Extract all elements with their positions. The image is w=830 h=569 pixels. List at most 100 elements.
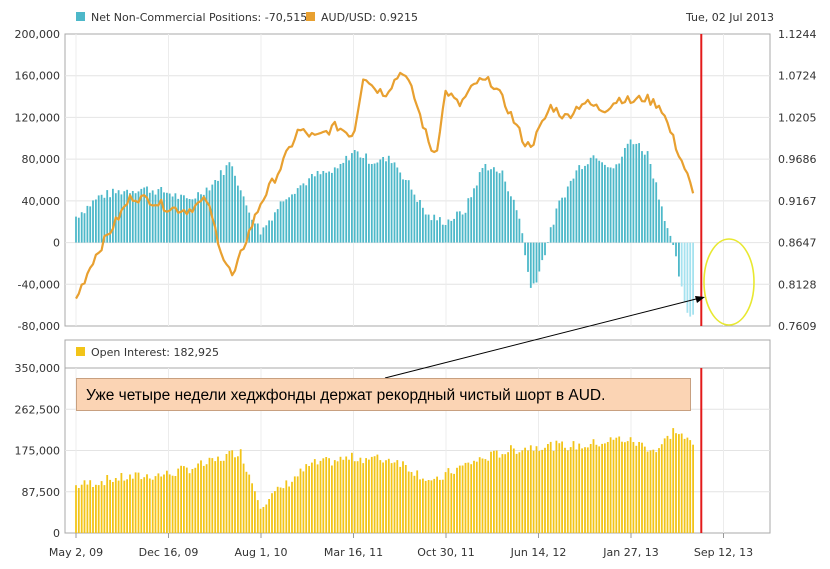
net-position-bar xyxy=(123,191,126,243)
oi-tick-label: 350,000 xyxy=(15,362,61,375)
y-tick-label: 200,000 xyxy=(15,28,61,41)
net-position-bar xyxy=(205,187,208,243)
net-position-bar xyxy=(208,190,211,243)
net-position-bar xyxy=(424,214,427,243)
net-position-bar xyxy=(441,224,444,243)
open-interest-bar xyxy=(333,460,336,533)
net-position-bar xyxy=(177,198,180,243)
open-interest-bar xyxy=(621,441,623,533)
net-position-bar xyxy=(308,178,310,243)
net-position-bar xyxy=(126,189,128,243)
open-interest-bar xyxy=(649,450,652,533)
open-interest-bar xyxy=(609,437,612,533)
net-position-bar xyxy=(80,212,83,243)
net-position-bar xyxy=(393,162,396,243)
open-interest-bar xyxy=(635,445,638,533)
open-interest-bar xyxy=(163,474,165,533)
open-interest-bar xyxy=(166,470,168,533)
open-interest-bar xyxy=(296,476,299,533)
open-interest-bar xyxy=(595,444,598,533)
open-interest-bar xyxy=(535,446,538,533)
open-interest-bar xyxy=(382,462,384,533)
open-interest-bar xyxy=(97,485,100,533)
net-position-bar xyxy=(584,165,586,243)
net-position-bar xyxy=(92,200,94,243)
net-position-bar xyxy=(475,185,478,243)
open-interest-bar xyxy=(103,485,106,533)
net-position-bar xyxy=(316,171,319,243)
net-position-bar xyxy=(202,194,205,243)
x-tick-label: Jun 14, 12 xyxy=(510,546,567,559)
open-interest-bar xyxy=(331,465,333,533)
open-interest-bar xyxy=(114,478,117,533)
net-position-bar xyxy=(641,151,643,243)
net-position-bar xyxy=(302,183,305,243)
net-position-bar xyxy=(456,211,458,243)
net-position-bar xyxy=(569,180,572,243)
open-interest-bar xyxy=(217,456,219,533)
net-position-bar xyxy=(666,228,669,243)
net-position-bar xyxy=(413,194,416,243)
net-position-bar xyxy=(325,172,328,243)
net-position-bar xyxy=(296,188,299,243)
open-interest-bar xyxy=(598,446,601,533)
net-position-bar xyxy=(626,143,629,243)
net-position-bar xyxy=(219,170,222,243)
net-position-bar xyxy=(683,242,686,303)
net-position-bar xyxy=(276,209,279,243)
open-interest-bar xyxy=(555,440,558,533)
net-position-bar xyxy=(549,227,552,243)
open-interest-bar xyxy=(379,460,382,533)
open-interest-bar xyxy=(271,493,273,533)
open-interest-bar xyxy=(646,451,649,533)
open-interest-bar xyxy=(566,450,569,533)
open-interest-bar xyxy=(183,466,185,533)
open-interest-bar xyxy=(461,465,464,533)
net-position-bar xyxy=(484,164,487,243)
net-position-bar xyxy=(493,167,495,243)
net-position-bar xyxy=(416,201,419,243)
net-position-bar xyxy=(680,242,683,287)
net-position-bar xyxy=(370,164,373,243)
net-position-bar xyxy=(604,164,606,243)
open-interest-bar xyxy=(504,454,507,533)
net-position-bar xyxy=(678,242,680,277)
open-interest-bar xyxy=(86,484,89,533)
net-position-bar xyxy=(575,170,578,243)
net-position-bar xyxy=(103,197,106,243)
open-interest-bar xyxy=(501,454,504,533)
open-interest-bar xyxy=(683,438,686,533)
net-position-bar xyxy=(427,214,430,243)
open-interest-bar xyxy=(478,457,481,533)
annotation-arrowhead xyxy=(695,296,705,303)
y-tick-label: 120,000 xyxy=(15,111,61,124)
net-position-bar xyxy=(160,187,163,243)
open-interest-bar xyxy=(188,473,191,533)
net-position-bar xyxy=(566,186,569,243)
open-interest-bar xyxy=(521,450,524,533)
open-interest-bar xyxy=(549,441,552,533)
bottom-left-axis: 350,000 262,500 175,000 87,500 0 xyxy=(15,362,61,540)
open-interest-bar xyxy=(663,438,666,533)
net-position-bar xyxy=(373,163,376,243)
net-position-bar xyxy=(672,242,675,245)
net-position-bar xyxy=(473,188,475,243)
open-interest-bar xyxy=(604,443,606,533)
header-date: Tue, 02 Jul 2013 xyxy=(685,11,774,24)
net-position-bar xyxy=(612,168,615,243)
net-position-bar xyxy=(422,207,424,243)
open-interest-bar xyxy=(259,508,262,533)
net-position-bar xyxy=(191,199,194,243)
open-interest-bar xyxy=(493,450,495,533)
net-position-bar xyxy=(282,201,285,243)
oi-legend-strip xyxy=(64,339,771,369)
y2-tick-label: 1.0205 xyxy=(778,111,817,124)
net-position-bar xyxy=(86,205,89,243)
open-interest-bar xyxy=(564,447,566,533)
open-interest-bar xyxy=(191,469,194,533)
open-interest-bar xyxy=(83,480,86,533)
net-position-bar xyxy=(399,172,402,243)
net-position-bar xyxy=(379,159,382,243)
open-interest-bar xyxy=(624,442,626,533)
open-interest-bar xyxy=(143,477,146,533)
